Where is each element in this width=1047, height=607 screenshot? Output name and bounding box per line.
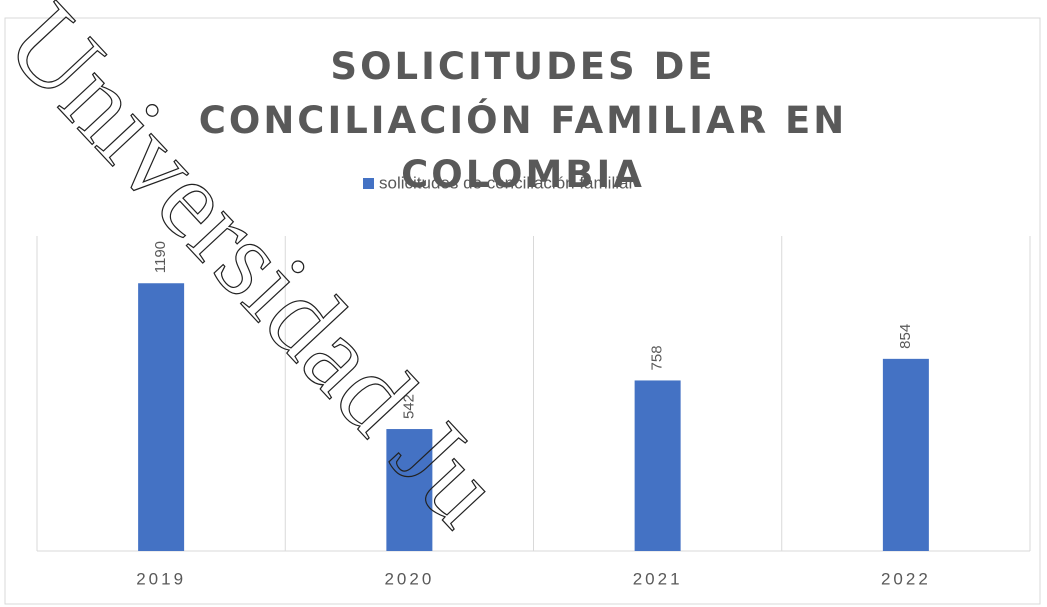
chart-border (4, 17, 1041, 605)
chart-title: SOLICITUDES DE CONCILIACIÓN FAMILIAR EN … (198, 45, 848, 196)
legend-label: solicitudes de conciliación familiar (379, 173, 634, 192)
data-label: 758 (649, 345, 666, 370)
legend-swatch (363, 178, 374, 189)
x-tick-label: 2019 (136, 569, 186, 588)
data-label: 854 (897, 324, 914, 349)
x-tick-label: 2021 (633, 569, 683, 588)
data-label: 542 (400, 394, 417, 419)
bar (138, 283, 185, 551)
x-tick-label: 2020 (384, 569, 434, 588)
x-tick-label: 2022 (881, 569, 931, 588)
data-label: 1190 (152, 241, 169, 273)
bar (882, 358, 929, 551)
bar (386, 429, 433, 551)
bar (634, 380, 681, 551)
